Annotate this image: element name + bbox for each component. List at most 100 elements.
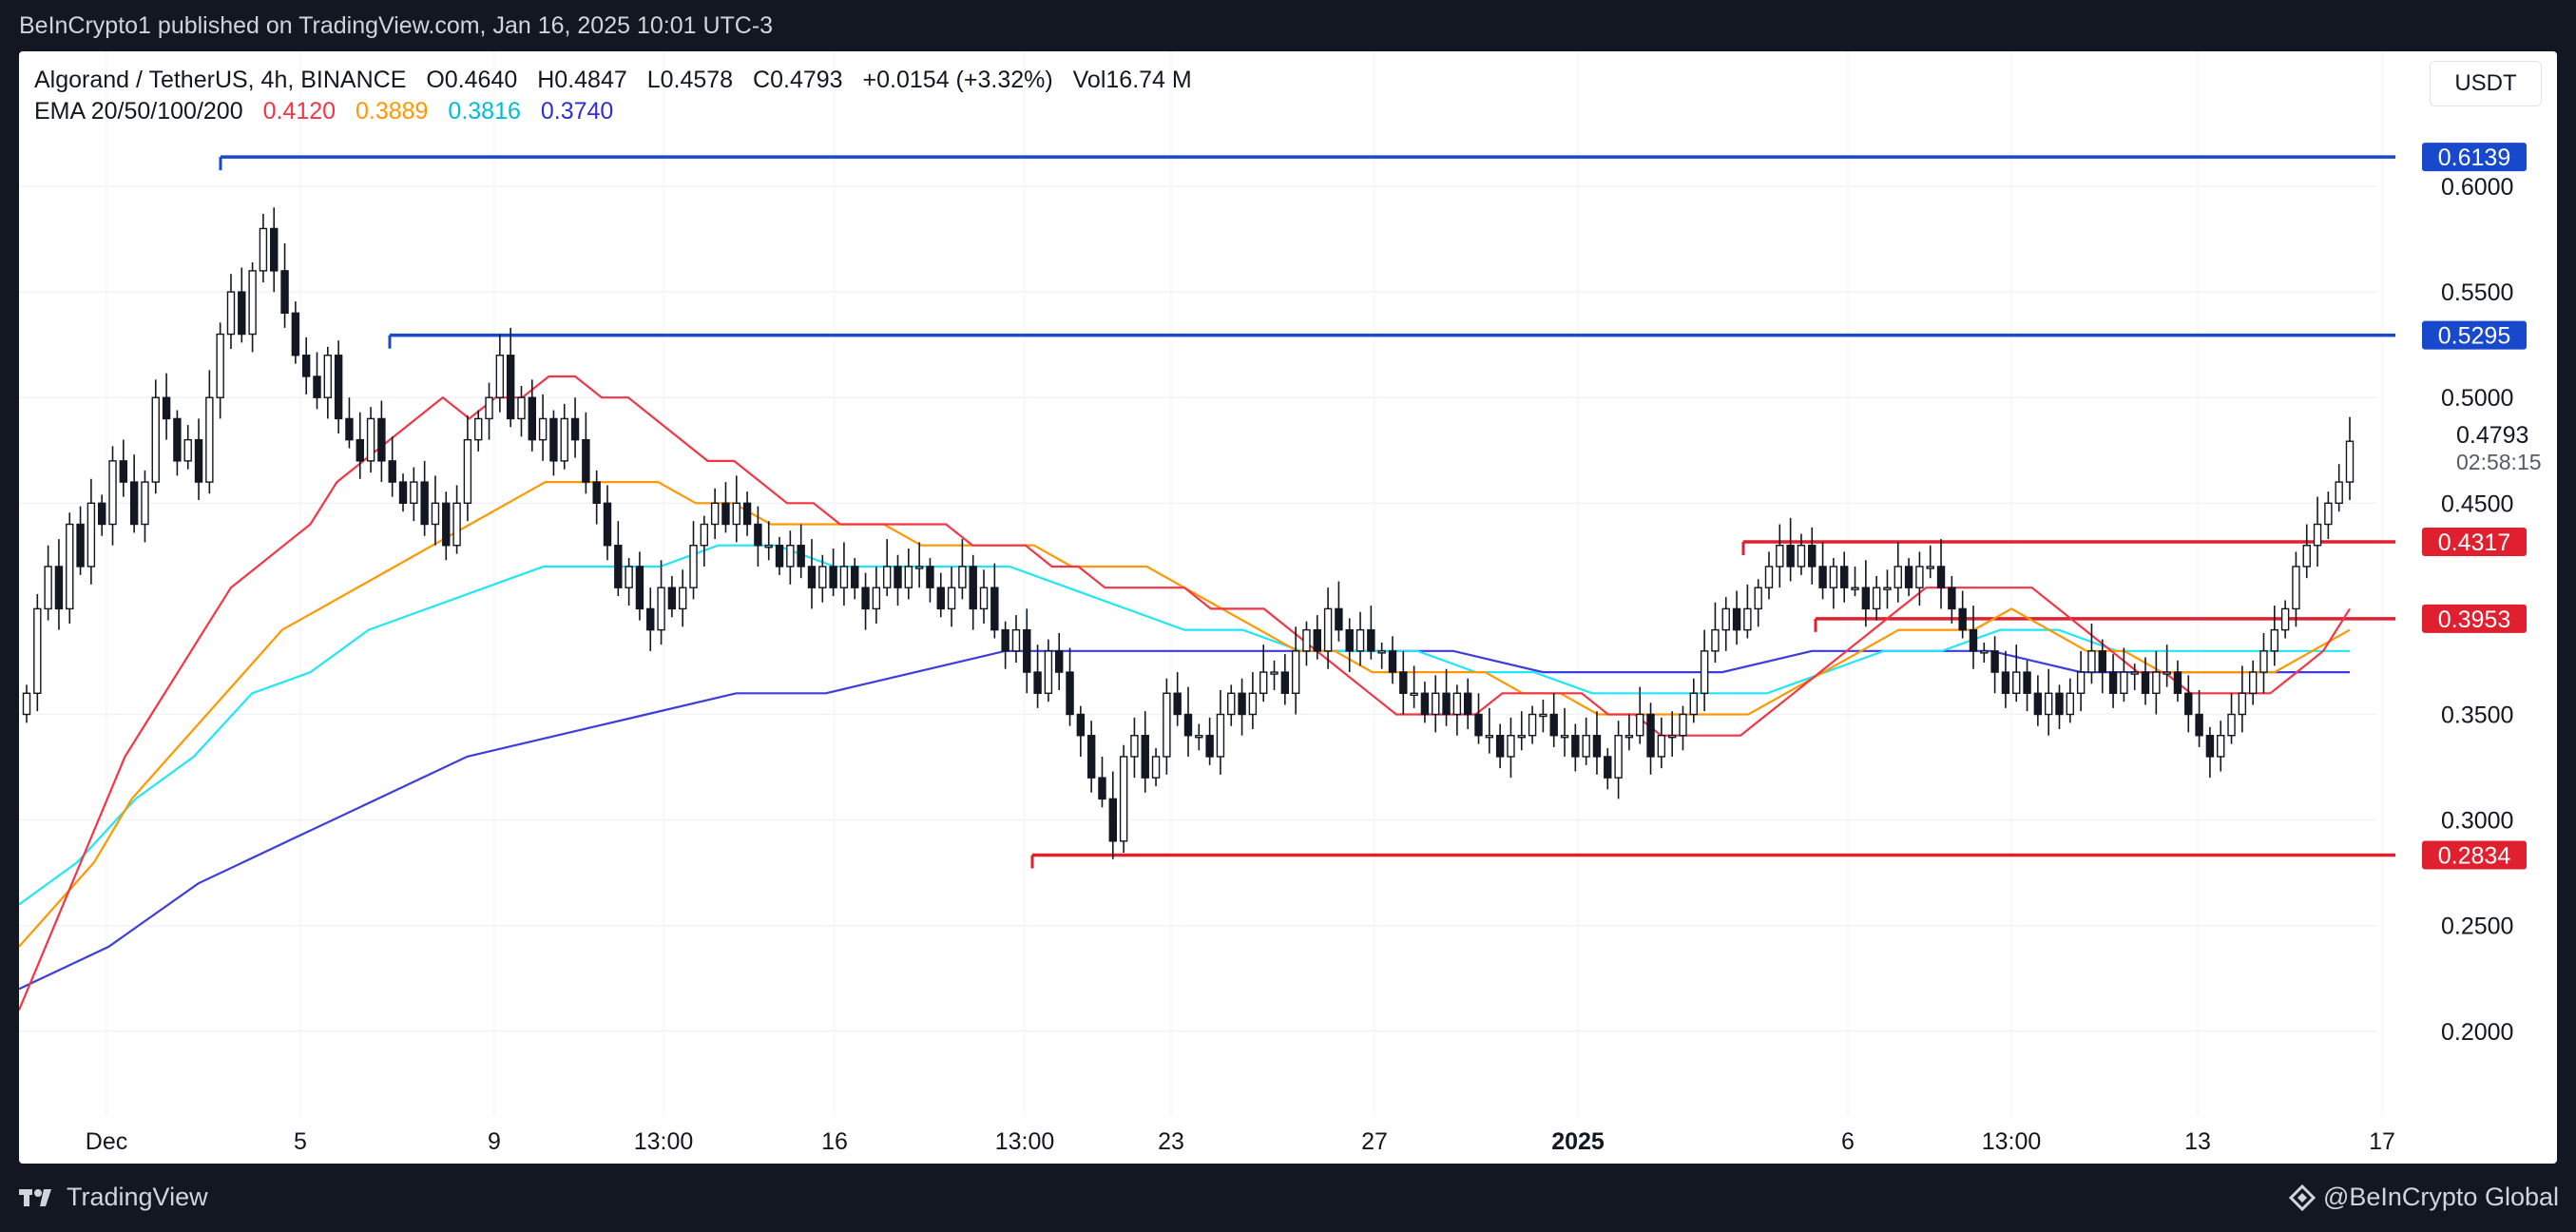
candle-body xyxy=(162,396,171,420)
candle-body xyxy=(2227,713,2236,737)
level-label-bg xyxy=(2422,840,2527,870)
candle-body xyxy=(1851,587,1859,590)
candle-body xyxy=(2217,735,2225,758)
candle-body xyxy=(76,523,85,568)
x-tick-label: 27 xyxy=(1361,1128,1388,1155)
candle-body xyxy=(754,523,762,547)
ema100-line xyxy=(19,544,2350,906)
candle-body xyxy=(1011,628,1021,652)
ema200-value: 0.3740 xyxy=(540,98,614,125)
x-tick-label: 13:00 xyxy=(634,1128,694,1155)
candle-body xyxy=(904,566,913,588)
candle-body xyxy=(119,460,128,483)
footer-bar: TradingView @BeInCrypto Global xyxy=(0,1164,2576,1232)
candle-body xyxy=(1776,545,1784,568)
candle-body xyxy=(495,355,505,398)
candle-body xyxy=(1904,566,1913,588)
candle-body xyxy=(1130,735,1139,758)
candle-body xyxy=(678,587,687,610)
candle-body xyxy=(97,502,106,526)
ema20-value: 0.4120 xyxy=(262,98,336,125)
candle-body xyxy=(1797,545,1806,568)
tradingview-icon xyxy=(19,1188,51,1206)
level-label-bg xyxy=(2422,320,2527,350)
candle-body xyxy=(87,502,96,568)
x-tick-label: 13:00 xyxy=(995,1128,1055,1155)
candle-body xyxy=(1517,735,1526,739)
candle-body xyxy=(614,545,623,588)
level-label: 0.5295 xyxy=(2438,323,2510,350)
candle-body xyxy=(538,417,548,441)
candle-body xyxy=(1700,650,1709,694)
candle-body xyxy=(2163,671,2171,675)
y-tick-label: 0.4500 xyxy=(2441,491,2513,517)
candle-body xyxy=(22,692,31,716)
candle-body xyxy=(1023,628,1031,673)
level-label-bg xyxy=(2422,143,2527,172)
candle-body xyxy=(1829,566,1838,588)
candle-body xyxy=(410,481,418,504)
candle-body xyxy=(1076,713,1086,737)
candle-body xyxy=(549,417,558,462)
candle-body xyxy=(958,566,967,588)
candle-body xyxy=(129,481,139,526)
candle-body xyxy=(1582,735,1590,758)
candle-body xyxy=(1592,735,1602,758)
chart-panel[interactable]: 0.6000 0.5500 0.5000 0.4500 0.3500 0.3000 0.25… xyxy=(19,51,2557,1164)
candle-body xyxy=(635,566,644,610)
candle-body xyxy=(301,355,311,377)
candle-body xyxy=(969,566,977,610)
candle-body xyxy=(1657,735,1666,758)
candle-body xyxy=(2292,566,2300,610)
candle-body xyxy=(1786,545,1795,568)
candle-body xyxy=(1560,735,1569,739)
candle-body xyxy=(1432,692,1440,716)
candle-body xyxy=(1367,628,1375,652)
candle-body xyxy=(2023,671,2031,694)
candle-body xyxy=(108,460,117,526)
chart-legend: Algorand / TetherUS, 4h, BINANCE O0.4640… xyxy=(34,65,1192,127)
candle-body xyxy=(517,396,526,420)
level-label: 0.2834 xyxy=(2438,842,2511,869)
candle-body xyxy=(2001,671,2010,694)
candle-body xyxy=(700,523,709,547)
ema100-value: 0.3816 xyxy=(448,98,521,125)
candle-body xyxy=(528,396,537,441)
open-value: O0.4640 xyxy=(426,67,518,93)
candle-body xyxy=(1861,587,1871,610)
candle-body xyxy=(248,270,257,336)
candle-body xyxy=(2270,628,2279,652)
candle-body xyxy=(1948,587,1956,610)
candle-body xyxy=(291,312,300,356)
candle-body xyxy=(2141,671,2150,694)
candle-body xyxy=(1163,692,1171,758)
publish-info-bar: BeInCrypto1 published on TradingView.com… xyxy=(0,0,2576,51)
candle-body xyxy=(1549,713,1558,737)
candle-body xyxy=(1667,735,1677,739)
candle-body xyxy=(1216,713,1225,758)
candle-body xyxy=(657,587,665,631)
candle-body xyxy=(861,587,870,610)
watermark-label: @BeInCrypto Global xyxy=(2322,1183,2559,1211)
tradingview-logo[interactable]: TradingView xyxy=(19,1183,208,1212)
candle-body xyxy=(689,545,698,588)
candle-body xyxy=(2335,481,2343,504)
candle-body xyxy=(818,566,827,588)
candle-body xyxy=(2130,671,2139,675)
ema-label[interactable]: EMA 20/50/100/200 xyxy=(34,98,243,125)
candle-body xyxy=(420,481,429,526)
currency-button[interactable]: USDT xyxy=(2430,61,2542,106)
ema20-line xyxy=(19,375,2351,1011)
candle-body xyxy=(1452,692,1462,716)
candle-body xyxy=(1141,735,1149,779)
candle-body xyxy=(1495,735,1505,758)
candle-body xyxy=(1238,692,1246,716)
candle-body xyxy=(1969,628,1978,652)
candle-body xyxy=(1528,713,1537,737)
symbol-title[interactable]: Algorand / TetherUS, 4h, BINANCE xyxy=(34,67,407,93)
price-chart[interactable]: 0.6000 0.5500 0.5000 0.4500 0.3500 0.3000 0.25… xyxy=(19,51,2557,1164)
candle-body xyxy=(388,460,396,483)
x-tick-label: 2025 xyxy=(1551,1128,1605,1155)
candle-body xyxy=(1507,735,1515,758)
x-tick-label: 13 xyxy=(2184,1128,2211,1155)
